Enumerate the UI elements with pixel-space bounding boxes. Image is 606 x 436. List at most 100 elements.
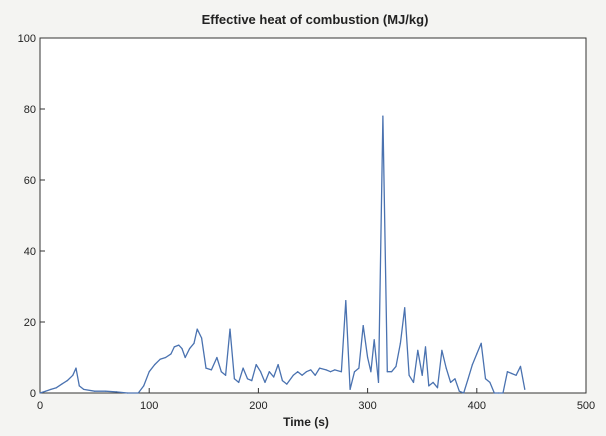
data-point xyxy=(377,381,380,383)
data-point xyxy=(201,337,203,339)
data-point xyxy=(471,364,473,366)
y-tick-label: 40 xyxy=(24,246,36,258)
data-point xyxy=(44,390,47,392)
data-point xyxy=(115,391,117,393)
data-point xyxy=(454,378,456,380)
data-point xyxy=(424,346,427,348)
data-point xyxy=(395,365,397,367)
data-point xyxy=(506,371,508,373)
data-point xyxy=(301,374,303,376)
x-axis-label: Time (s) xyxy=(283,415,329,429)
plot-frame xyxy=(39,37,587,394)
data-points xyxy=(39,115,526,394)
x-tick-label: 300 xyxy=(358,400,376,412)
data-point xyxy=(264,381,266,383)
data-point xyxy=(216,356,218,359)
data-point xyxy=(159,358,161,360)
data-point xyxy=(432,381,434,383)
data-point xyxy=(170,353,172,355)
x-axis: 0 100 200 300 400 500 xyxy=(37,388,595,412)
data-point xyxy=(225,374,227,376)
data-point xyxy=(281,380,283,382)
data-point xyxy=(193,342,195,344)
data-point xyxy=(358,367,360,369)
data-point xyxy=(399,342,401,344)
chart-title: Effective heat of combustion (MJ/kg) xyxy=(202,12,429,27)
data-point xyxy=(137,392,139,394)
data-point xyxy=(340,371,342,373)
data-point xyxy=(83,388,85,390)
data-point xyxy=(178,344,180,346)
data-point xyxy=(467,378,469,380)
data-point xyxy=(373,339,375,341)
data-point xyxy=(524,388,526,390)
data-point xyxy=(362,325,364,327)
data-point xyxy=(255,364,257,366)
data-point xyxy=(445,367,447,369)
y-tick-label: 60 xyxy=(24,175,36,187)
data-point xyxy=(334,369,336,371)
data-point xyxy=(367,356,369,359)
x-tick-label: 500 xyxy=(577,400,595,412)
data-point xyxy=(502,392,504,394)
data-point xyxy=(260,371,262,373)
data-point xyxy=(210,369,212,371)
data-point xyxy=(458,390,460,392)
data-point xyxy=(329,371,332,373)
y-tick-label: 80 xyxy=(24,104,36,116)
data-point xyxy=(391,371,393,373)
data-point xyxy=(484,378,487,380)
data-point xyxy=(143,385,145,387)
data-point xyxy=(251,380,253,382)
data-point xyxy=(220,371,222,373)
data-point xyxy=(246,378,249,380)
data-point xyxy=(292,374,294,376)
x-tick-label: 0 xyxy=(37,400,43,412)
data-point xyxy=(314,374,316,376)
data-point xyxy=(349,388,351,390)
data-point xyxy=(412,381,415,383)
data-point xyxy=(286,383,288,385)
data-point xyxy=(511,372,513,375)
data-point xyxy=(386,371,388,373)
data-point xyxy=(476,353,478,355)
data-point xyxy=(229,328,231,330)
data-point xyxy=(126,392,128,394)
data-point xyxy=(489,381,491,383)
y-tick-label: 0 xyxy=(30,388,36,400)
data-point xyxy=(404,307,406,309)
data-point xyxy=(428,385,430,387)
x-tick-label: 400 xyxy=(468,400,486,412)
data-point xyxy=(238,381,240,383)
series-line xyxy=(39,115,526,394)
data-point xyxy=(273,376,275,378)
data-point xyxy=(417,349,419,351)
data-point xyxy=(310,369,312,371)
data-point xyxy=(55,387,58,389)
data-point xyxy=(408,374,410,376)
x-tick-label: 200 xyxy=(249,400,267,412)
data-point xyxy=(441,349,443,351)
data-point xyxy=(154,364,156,366)
data-point xyxy=(382,115,384,117)
data-point xyxy=(480,342,482,344)
data-point xyxy=(184,356,186,359)
data-point xyxy=(173,346,175,348)
data-point xyxy=(50,388,52,390)
data-point xyxy=(421,374,423,376)
data-point xyxy=(353,371,356,373)
data-point xyxy=(463,392,465,394)
data-point xyxy=(61,383,63,385)
data-point xyxy=(78,385,80,387)
data-point xyxy=(345,300,347,302)
data-point xyxy=(233,378,235,380)
data-point xyxy=(450,381,452,383)
data-point xyxy=(268,371,270,373)
y-tick-label: 20 xyxy=(24,317,36,329)
data-point xyxy=(319,367,321,369)
data-point xyxy=(493,392,495,394)
data-point xyxy=(305,371,307,373)
data-point xyxy=(66,380,68,382)
data-point xyxy=(94,390,96,392)
